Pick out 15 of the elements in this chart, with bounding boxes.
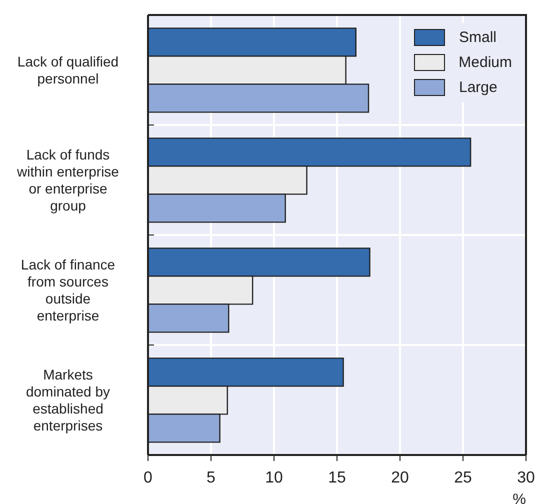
x-axis-title: % xyxy=(512,491,526,504)
x-tick-label: 20 xyxy=(391,469,409,486)
y-tick-label: Lack of qualified personnel xyxy=(17,54,119,86)
x-tick-label: 30 xyxy=(517,469,535,486)
x-tick-label: 5 xyxy=(206,469,216,486)
x-tick-label: 0 xyxy=(144,469,153,486)
y-tick-label: Markets dominated by established enterprises xyxy=(26,366,110,434)
x-tick-label: 25 xyxy=(454,469,472,486)
x-tick-label: 15 xyxy=(328,469,346,486)
legend-label: Medium xyxy=(458,53,512,73)
y-tick-label: Lack of funds within enterprise or enterprise group xyxy=(16,146,120,214)
y-tick-label: Lack of finance from sources outside enterprise xyxy=(20,256,116,324)
legend-label: Large xyxy=(458,78,498,98)
x-tick-label: 10 xyxy=(265,469,283,486)
legend-label: Small xyxy=(458,28,498,48)
